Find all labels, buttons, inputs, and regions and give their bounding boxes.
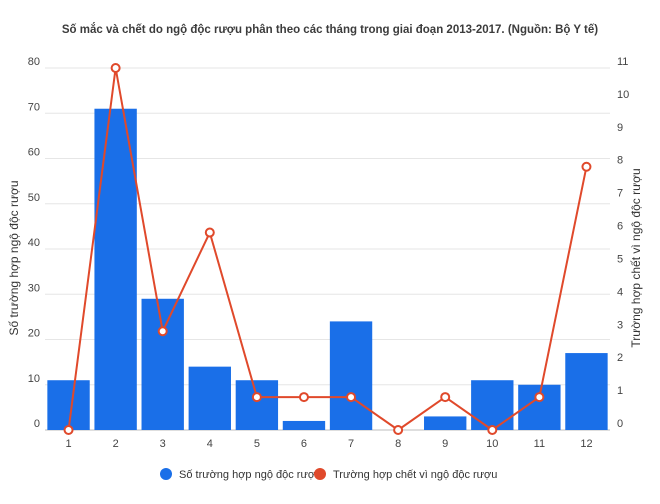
y2-tick-label: 0 (617, 418, 623, 430)
line-point (487, 425, 498, 435)
y-tick-label: 0 (34, 418, 40, 430)
y2-axis-title: Trường hợp chết vì ngộ độc rượu (629, 168, 643, 347)
left-axis-ticks: 0 10 20 30 40 50 60 70 80 (28, 56, 40, 430)
line-point (298, 392, 309, 403)
bar (282, 420, 326, 430)
legend-label-line: Trường hợp chết vì ngộ độc rượu (333, 469, 497, 481)
line-point (534, 392, 545, 403)
y-axis-title: Số trường hợp ngộ độc rượu (7, 180, 21, 335)
y-tick-label: 10 (28, 373, 40, 385)
bar (471, 380, 514, 430)
y2-tick-label: 4 (617, 286, 623, 298)
y-tick-label: 70 (28, 101, 40, 113)
line-point (157, 326, 168, 337)
y2-tick-label: 7 (617, 188, 623, 200)
x-tick-label: 12 (580, 438, 592, 450)
bar-series (47, 108, 608, 430)
legend-marker-bars (160, 468, 172, 480)
y2-tick-label: 9 (617, 122, 623, 134)
bar (329, 321, 373, 430)
line-series (63, 63, 592, 435)
y2-tick-label: 3 (617, 319, 623, 331)
line-point (63, 425, 74, 435)
x-tick-label: 11 (534, 438, 545, 450)
x-tick-label: 2 (113, 438, 119, 450)
x-tick-label: 5 (254, 438, 260, 450)
y-tick-label: 40 (28, 237, 40, 249)
x-tick-label: 9 (442, 438, 448, 450)
line-point (251, 392, 262, 403)
y-tick-label: 60 (28, 147, 40, 159)
x-tick-label: 10 (486, 438, 498, 450)
y2-tick-label: 5 (617, 253, 623, 265)
line-path (67, 67, 588, 431)
legend-label-bars: Số trường hợp ngộ độc rượu (179, 469, 321, 481)
y2-tick-label: 10 (617, 89, 629, 101)
x-tick-label: 8 (395, 438, 401, 450)
line-point (440, 392, 451, 403)
y-tick-label: 50 (28, 192, 40, 204)
y2-tick-label: 8 (617, 155, 623, 167)
bar (235, 380, 279, 430)
line-point (346, 392, 357, 403)
y2-tick-label: 6 (617, 221, 623, 233)
bar (565, 353, 608, 430)
y-tick-label: 30 (28, 282, 40, 294)
y2-tick-label: 2 (617, 352, 623, 364)
y-tick-label: 20 (28, 328, 40, 340)
line-point (204, 227, 215, 238)
legend: Số trường hợp ngộ độc rượu Trường hợp ch… (160, 468, 497, 481)
x-tick-label: 6 (301, 438, 307, 450)
y2-tick-label: 11 (617, 56, 628, 68)
y2-tick-label: 1 (617, 385, 623, 397)
bar (188, 366, 231, 430)
x-tick-label: 4 (207, 438, 213, 450)
line-point (110, 63, 121, 73)
chart-title: Số mắc và chết do ngộ độc rượu phân theo… (62, 23, 598, 36)
bar (47, 380, 90, 430)
x-tick-label: 1 (65, 438, 71, 450)
bar (94, 108, 137, 430)
line-point (581, 161, 592, 172)
legend-marker-line (314, 468, 326, 480)
line-point (393, 425, 404, 435)
bar (141, 298, 184, 430)
y-tick-label: 80 (28, 56, 40, 68)
bar (424, 416, 467, 430)
x-axis-ticks: 1 2 3 4 5 6 7 8 9 10 11 12 (65, 438, 592, 450)
x-tick-label: 7 (348, 438, 354, 450)
right-axis-ticks: 0 1 2 3 4 5 6 7 8 9 10 11 (617, 56, 629, 430)
x-tick-label: 3 (160, 438, 166, 450)
